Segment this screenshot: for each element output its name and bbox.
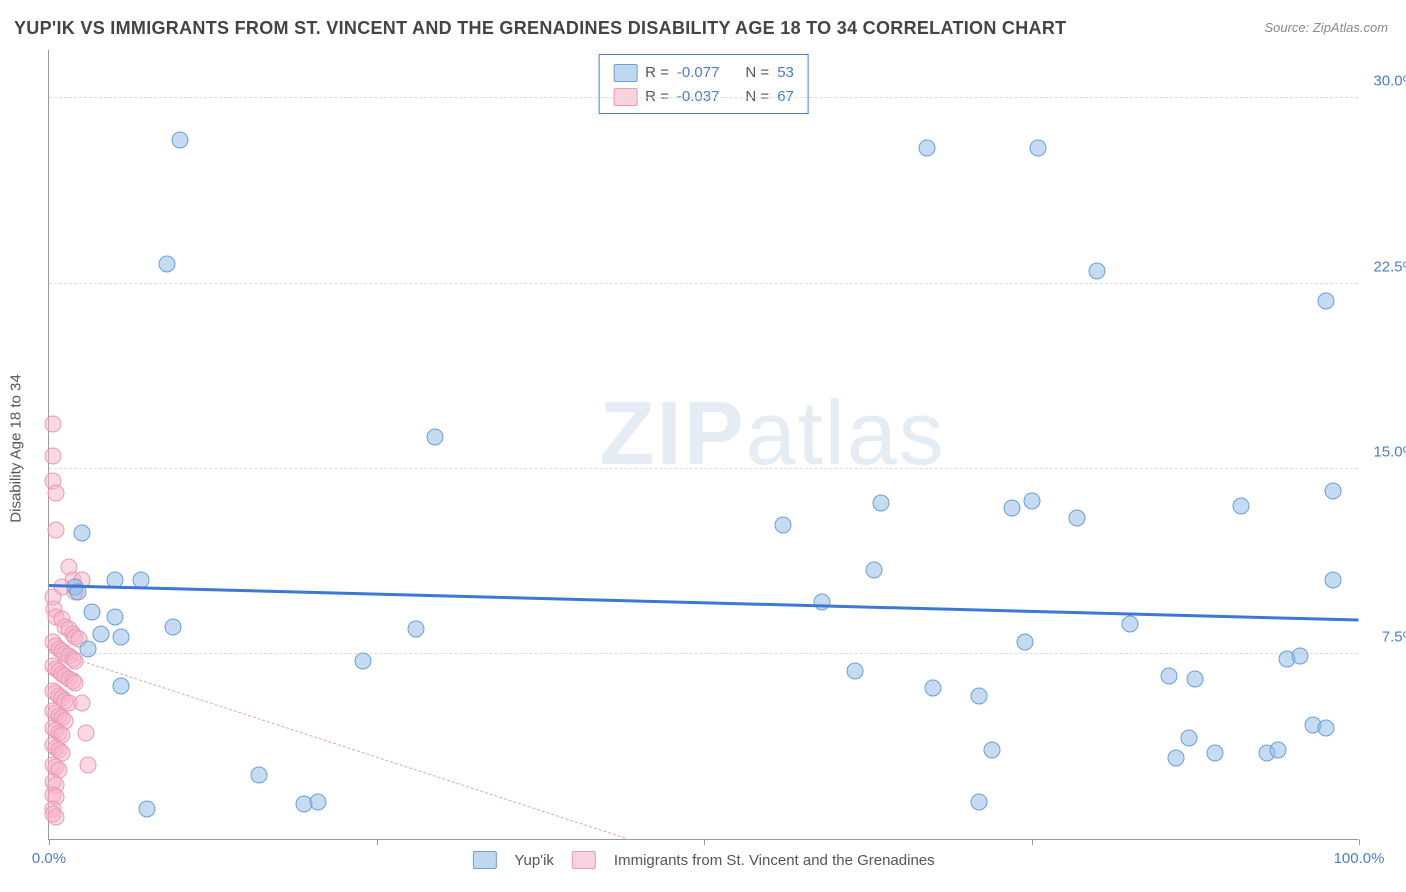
series-legend: Yup'ik Immigrants from St. Vincent and t…	[472, 851, 934, 869]
gridline	[49, 97, 1358, 98]
x-tick-label: 100.0%	[1334, 850, 1385, 867]
legend-label: Immigrants from St. Vincent and the Gren…	[614, 852, 935, 869]
data-point	[113, 628, 130, 645]
data-point	[73, 695, 90, 712]
data-point	[1030, 139, 1047, 156]
x-tick	[1032, 839, 1033, 845]
data-point	[67, 675, 84, 692]
gridline	[49, 653, 1358, 654]
legend-label: Yup'ik	[514, 852, 554, 869]
data-point	[355, 653, 372, 670]
data-point	[1233, 497, 1250, 514]
x-tick-label: 0.0%	[32, 850, 66, 867]
data-point	[427, 428, 444, 445]
data-point	[309, 793, 326, 810]
x-tick	[377, 839, 378, 845]
data-point	[165, 618, 182, 635]
watermark: ZIPatlas	[600, 383, 946, 486]
data-point	[1161, 668, 1178, 685]
data-point	[774, 517, 791, 534]
data-point	[1318, 719, 1335, 736]
gridline	[49, 468, 1358, 469]
data-point	[1206, 744, 1223, 761]
gridline	[49, 283, 1358, 284]
y-tick-label: 7.5%	[1382, 628, 1406, 645]
data-point	[866, 561, 883, 578]
x-tick	[1359, 839, 1360, 845]
legend-swatch-blue	[613, 64, 637, 82]
legend-row: R = -0.077 N = 53	[613, 61, 794, 85]
data-point	[1187, 670, 1204, 687]
data-point	[84, 603, 101, 620]
data-point	[1089, 263, 1106, 280]
data-point	[47, 808, 64, 825]
data-point	[93, 626, 110, 643]
data-point	[113, 677, 130, 694]
data-point	[1167, 749, 1184, 766]
y-tick-label: 30.0%	[1373, 73, 1406, 90]
data-point	[872, 495, 889, 512]
chart-title: YUP'IK VS IMMIGRANTS FROM ST. VINCENT AN…	[14, 18, 1066, 39]
data-point	[1069, 510, 1086, 527]
data-point	[1318, 292, 1335, 309]
data-point	[1016, 633, 1033, 650]
data-point	[846, 663, 863, 680]
legend-swatch-pink	[572, 851, 596, 869]
data-point	[44, 416, 61, 433]
data-point	[1023, 492, 1040, 509]
data-point	[80, 756, 97, 773]
data-point	[1003, 500, 1020, 517]
data-point	[172, 132, 189, 149]
data-point	[971, 793, 988, 810]
data-point	[47, 522, 64, 539]
data-point	[1180, 729, 1197, 746]
data-point	[77, 724, 94, 741]
data-point	[1269, 742, 1286, 759]
scatter-plot-area: ZIPatlas R = -0.077 N = 53 R = -0.037 N …	[48, 50, 1358, 840]
data-point	[925, 680, 942, 697]
data-point	[47, 485, 64, 502]
data-point	[106, 608, 123, 625]
correlation-legend: R = -0.077 N = 53 R = -0.037 N = 67	[598, 54, 809, 114]
y-tick-label: 22.5%	[1373, 258, 1406, 275]
data-point	[1292, 648, 1309, 665]
data-point	[1324, 482, 1341, 499]
data-point	[139, 801, 156, 818]
data-point	[73, 524, 90, 541]
y-axis-label: Disability Age 18 to 34	[8, 374, 25, 522]
data-point	[971, 687, 988, 704]
data-point	[44, 448, 61, 465]
data-point	[813, 594, 830, 611]
data-point	[1121, 616, 1138, 633]
source-attribution: Source: ZipAtlas.com	[1264, 20, 1388, 35]
data-point	[918, 139, 935, 156]
data-point	[158, 255, 175, 272]
legend-swatch-blue	[472, 851, 496, 869]
x-tick	[704, 839, 705, 845]
y-tick-label: 15.0%	[1373, 443, 1406, 460]
data-point	[407, 621, 424, 638]
data-point	[1324, 571, 1341, 588]
trend-line	[49, 650, 626, 839]
data-point	[250, 766, 267, 783]
trend-line	[49, 584, 1359, 622]
data-point	[80, 640, 97, 657]
data-point	[984, 742, 1001, 759]
x-tick	[49, 839, 50, 845]
